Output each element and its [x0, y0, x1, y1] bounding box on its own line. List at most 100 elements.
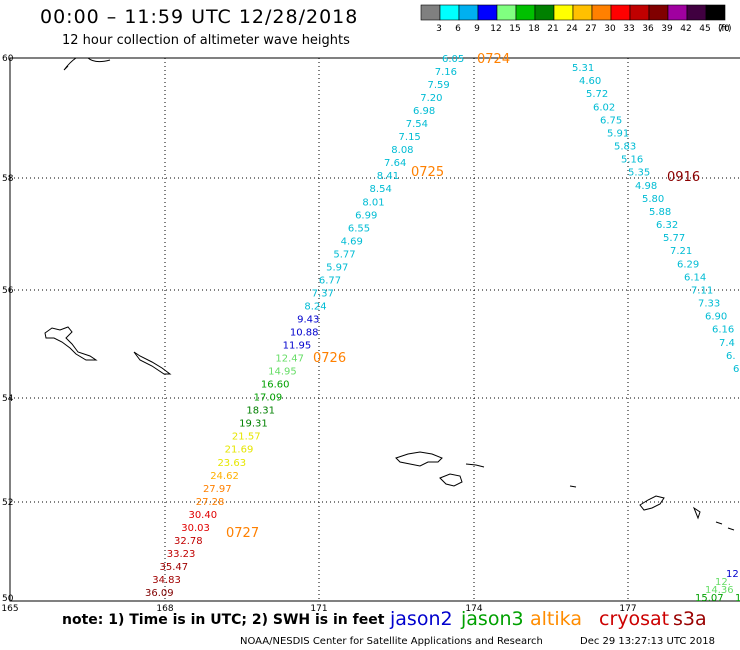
track-a-value: 30.40: [188, 510, 217, 521]
track-c-value: 1: [735, 593, 740, 604]
colorbar-swatch: [705, 4, 726, 21]
track-c-value: 12.: [715, 577, 731, 588]
track-b-value: 5.72: [586, 89, 608, 100]
track-a-value: 4.69: [341, 236, 363, 247]
track-a-value: 5.97: [326, 262, 348, 273]
track-b-value: 7.33: [698, 299, 720, 310]
track-a-value: 23.63: [217, 458, 246, 469]
colorbar-tick-label: 39: [661, 24, 673, 34]
track-b-value: 5.83: [614, 142, 636, 153]
island-agattu: [439, 473, 463, 487]
track-b-value: 7.11: [691, 285, 713, 296]
track-a-value: 8.24: [304, 301, 326, 312]
track-b-value: 5.31: [572, 63, 594, 74]
colorbar-tick-label: 3: [436, 24, 442, 34]
track-a-value: 7.64: [384, 158, 406, 169]
track-c-value: 12: [726, 569, 739, 580]
track-b-value: 4.60: [579, 76, 601, 87]
colorbar-swatch: [591, 4, 612, 21]
longitude-labels: 165 168 171 174 177: [1, 604, 636, 614]
colorbar-tick-label: 36: [642, 24, 654, 34]
legend-jason3: jason3: [461, 608, 524, 630]
colorbar-tick-label: 27: [585, 24, 596, 34]
track-b-value: 6.32: [656, 220, 678, 231]
track-a-value: 6.05: [442, 54, 464, 65]
track-b-value: 5.16: [621, 155, 643, 166]
map-subtitle: 12 hour collection of altimeter wave hei…: [62, 33, 350, 48]
track-a-value: 21.69: [225, 445, 254, 456]
pass-time-label: 0727: [226, 526, 259, 541]
track-a-value: 7.20: [420, 93, 442, 104]
track-a-value: 35.47: [159, 562, 188, 573]
pass-time-label: 0726: [313, 351, 346, 366]
colorbar-swatch: [515, 4, 536, 21]
track-a-value: 18.31: [246, 406, 275, 417]
colorbar-swatch: [534, 4, 555, 21]
legend-jason2: jason2: [390, 608, 453, 630]
track-a-value: 32.78: [174, 536, 203, 547]
track-b-value: 6.29: [677, 259, 699, 270]
island-kiska: [639, 495, 665, 511]
colorbar-tick-label: 45: [699, 24, 710, 34]
colorbar-unit-label: (ft): [718, 24, 732, 34]
track-a-value: 7.15: [399, 132, 421, 143]
colorbar-tick-label: 30: [604, 24, 616, 34]
coast-kamchatka: [63, 57, 77, 71]
colorbar-swatch: [496, 4, 517, 21]
colorbar-tick-label: 21: [547, 24, 558, 34]
track-c-value: 14.36: [705, 585, 734, 596]
lon-label: 177: [619, 604, 636, 614]
colorbar-swatch: [420, 4, 441, 21]
track-a-value: 27.28: [196, 497, 225, 508]
track-a-value: 17.09: [254, 393, 283, 404]
colorbar-swatch: [477, 4, 498, 21]
track-a-value: 21.57: [232, 432, 261, 443]
lat-label: 52: [2, 498, 13, 508]
track-a-value: 36.09: [145, 588, 174, 599]
lon-label: 174: [465, 604, 482, 614]
coastlines: [44, 57, 735, 531]
colorbar-tick-label: 12: [490, 24, 501, 34]
lat-label: 58: [2, 174, 14, 184]
track-a-value: 12.47: [275, 354, 304, 365]
track-a-value: 5.77: [333, 249, 355, 260]
colorbar-swatch: [553, 4, 574, 21]
island-rat: [715, 521, 735, 531]
track-b-value: 6.75: [600, 115, 622, 126]
track-b-value: 5.77: [663, 233, 685, 244]
legend-altika: altika: [530, 608, 582, 630]
colorbar-tick-label: 42: [680, 24, 691, 34]
track-a-value: 7.54: [406, 119, 428, 130]
island-attu: [395, 451, 443, 467]
track-b-value: 6.16: [712, 325, 734, 336]
track-a-value: 30.03: [181, 523, 210, 534]
track-a-value: 8.41: [377, 171, 399, 182]
track-a-values: 6.05 7.16 7.59 7.20 6.98 7.54 7.15 8.08 7.64 8.41…: [145, 54, 464, 599]
track-a-value: 6.55: [348, 223, 370, 234]
track-a-value: 6.98: [413, 106, 435, 117]
lon-label: 168: [156, 604, 173, 614]
colorbar-swatch: [572, 4, 593, 21]
track-a-value: 19.31: [239, 419, 268, 430]
track-a-value: 33.23: [167, 549, 196, 560]
colorbar: 3 6 9 12 15 18 21 24 27 30 33 36 39 42 45 70(ft): [420, 4, 732, 34]
track-a-value: 8.54: [370, 184, 392, 195]
credit-line: NOAA/NESDIS Center for Satellite Applica…: [240, 636, 543, 647]
track-a-value: 7.16: [435, 67, 457, 78]
track-b-value: 6.: [726, 351, 736, 362]
track-b-value: 5.80: [642, 194, 664, 205]
track-b-value: 5.35: [628, 168, 650, 179]
colorbar-tick-label: 9: [474, 24, 480, 34]
map-title: 00:00 – 11:59 UTC 12/28/2018: [40, 6, 359, 28]
track-b-value: 7.21: [670, 246, 692, 257]
lon-gridlines: [164, 58, 629, 601]
track-a-value: 6.99: [355, 210, 377, 221]
colorbar-tick-label: 6: [455, 24, 461, 34]
colorbar-swatch: [629, 4, 650, 21]
track-a-value: 24.62: [210, 471, 239, 482]
lat-gridlines: [10, 177, 740, 503]
track-c-value: 15.07: [695, 593, 724, 604]
latitude-labels: 60 58 56 54 52 50: [2, 54, 14, 604]
lon-label: 171: [310, 604, 327, 614]
